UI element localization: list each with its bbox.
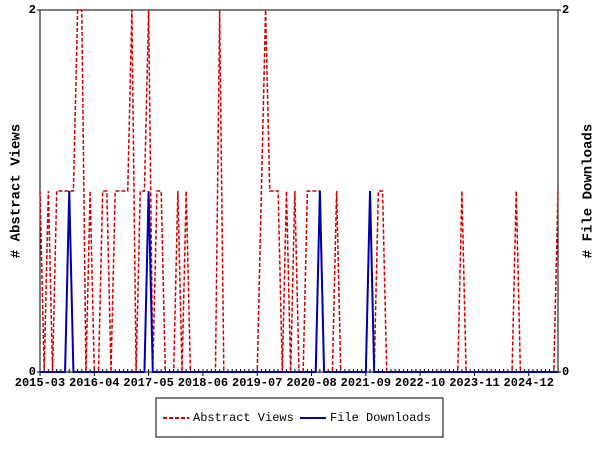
y2-axis-label: # File Downloads bbox=[581, 124, 597, 258]
x-tick-label: 2015-03 bbox=[15, 376, 65, 390]
y-axis-label: # Abstract Views bbox=[9, 124, 25, 258]
x-tick-label: 2024-12 bbox=[504, 376, 554, 390]
series-line bbox=[40, 190, 558, 373]
legend-label: Abstract Views bbox=[193, 411, 294, 425]
y-tick-label: 2 bbox=[29, 3, 36, 17]
x-tick-label: 2020-08 bbox=[286, 376, 336, 390]
x-tick-label: 2022-10 bbox=[395, 376, 445, 390]
legend bbox=[155, 397, 444, 438]
y-tick-label: 0 bbox=[29, 365, 36, 379]
x-tick-label: 2023-11 bbox=[449, 376, 499, 390]
y2-tick-label: 0 bbox=[562, 365, 569, 379]
y2-tick-label: 2 bbox=[562, 3, 569, 17]
plot-area bbox=[39, 9, 559, 373]
x-tick-label: 2018-06 bbox=[178, 376, 228, 390]
x-tick-label: 2016-04 bbox=[69, 376, 119, 390]
x-tick-label: 2021-09 bbox=[341, 376, 391, 390]
x-tick-label: 2017-05 bbox=[123, 376, 173, 390]
x-tick-label: 2019-07 bbox=[232, 376, 282, 390]
legend-label: File Downloads bbox=[330, 411, 431, 425]
